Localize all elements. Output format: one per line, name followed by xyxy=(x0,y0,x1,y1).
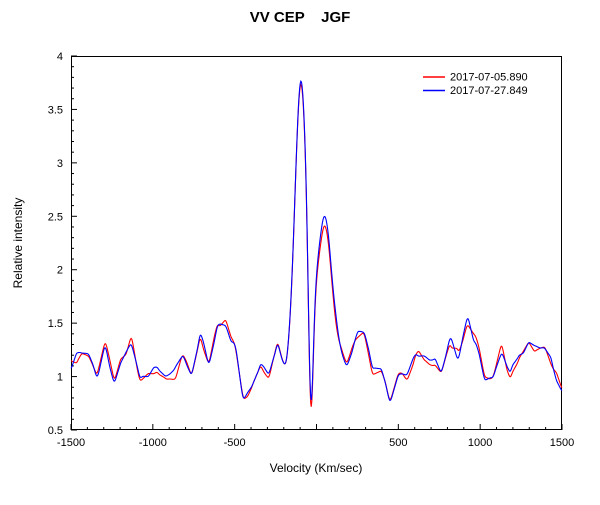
svg-text:1500: 1500 xyxy=(550,437,574,449)
svg-text:2017-07-05.890: 2017-07-05.890 xyxy=(450,72,528,84)
svg-text:VV CEP JGF: VV CEP JGF xyxy=(250,9,351,26)
svg-text:Velocity (Km/sec): Velocity (Km/sec) xyxy=(270,461,363,475)
svg-text:0.5: 0.5 xyxy=(48,425,63,437)
svg-text:Relative intensity: Relative intensity xyxy=(11,198,25,289)
svg-text:3.5: 3.5 xyxy=(48,104,63,116)
svg-text:4: 4 xyxy=(57,51,63,63)
svg-text:1: 1 xyxy=(57,372,63,384)
svg-text:2017-07-27.849: 2017-07-27.849 xyxy=(450,85,528,97)
svg-text:1000: 1000 xyxy=(468,437,492,449)
svg-text:1.5: 1.5 xyxy=(48,318,63,330)
svg-text:-1500: -1500 xyxy=(57,437,85,449)
svg-text:500: 500 xyxy=(389,437,407,449)
svg-text:2: 2 xyxy=(57,265,63,277)
svg-text:-1000: -1000 xyxy=(139,437,167,449)
svg-text:2.5: 2.5 xyxy=(48,211,63,223)
svg-text:-500: -500 xyxy=(224,437,246,449)
svg-text:3: 3 xyxy=(57,158,63,170)
